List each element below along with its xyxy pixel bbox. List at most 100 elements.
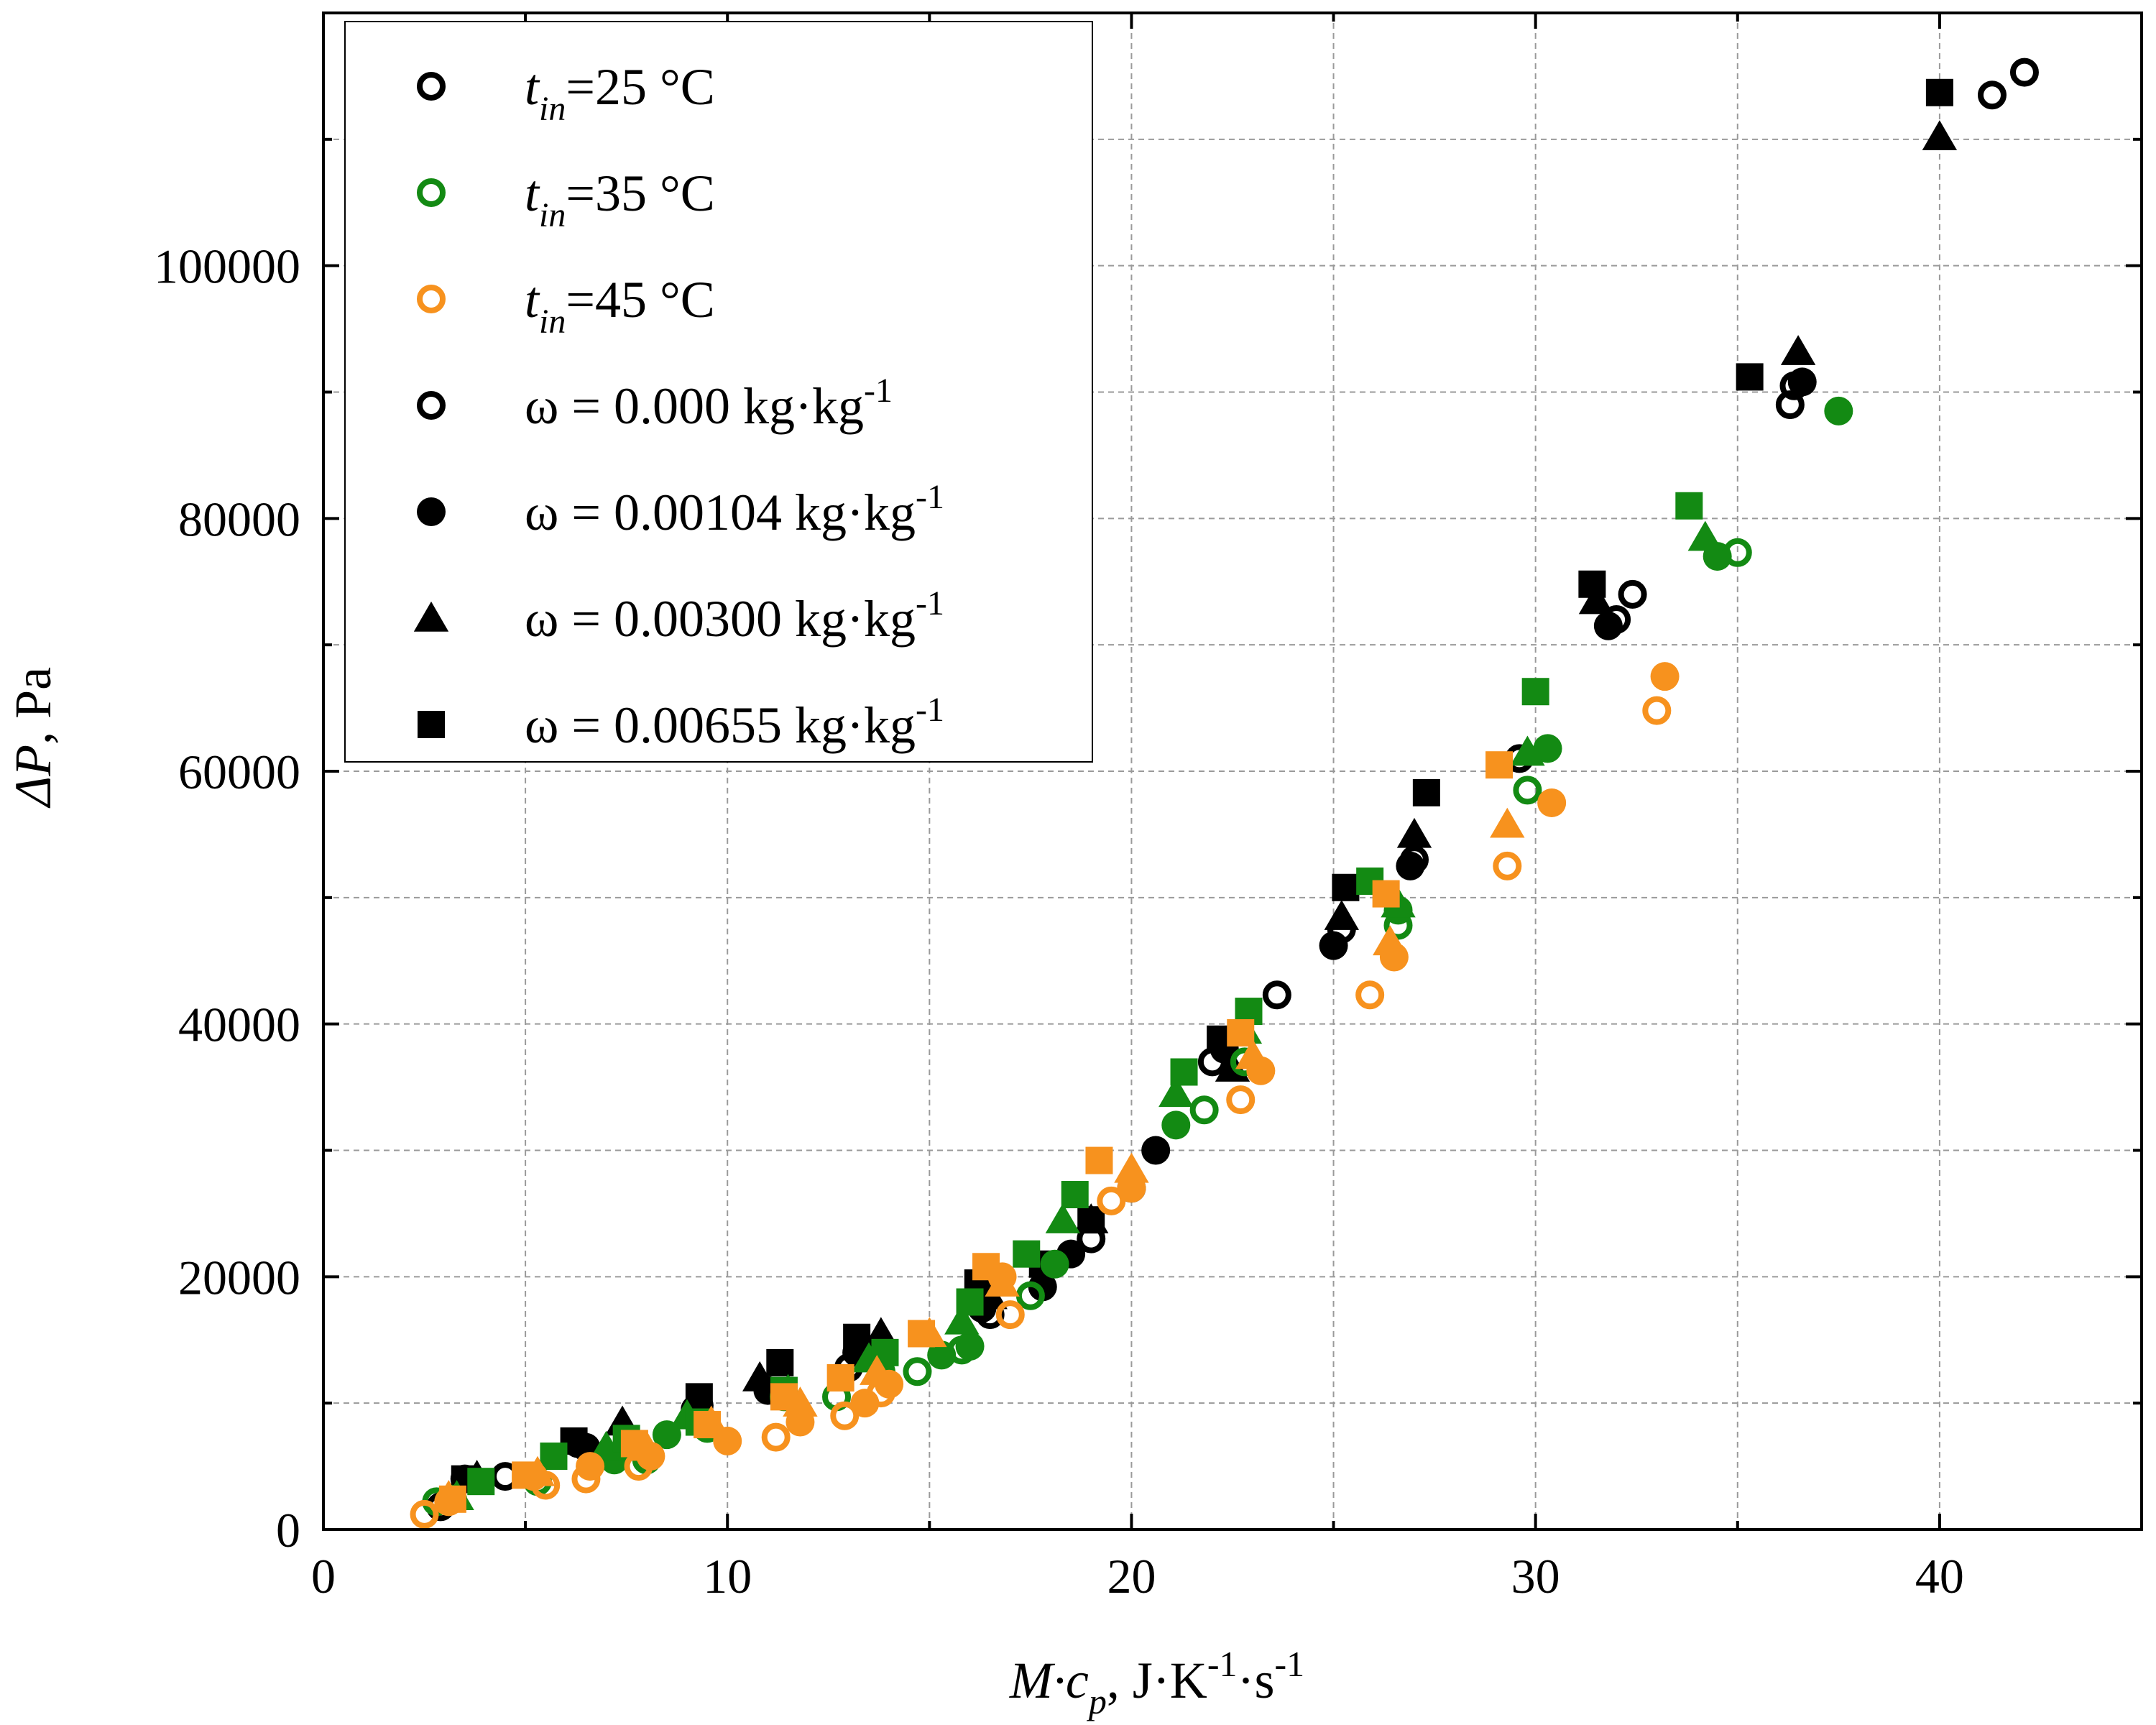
- x-axis-title-sup1: -1: [1207, 1644, 1238, 1684]
- data-point: [826, 1364, 854, 1392]
- data-point: [955, 1332, 985, 1361]
- data-point: [1227, 1018, 1255, 1046]
- data-point: [1396, 817, 1432, 848]
- data-point: [1161, 1110, 1191, 1140]
- data-point: [1510, 735, 1545, 766]
- data-point: [1189, 1095, 1219, 1125]
- data-point: [438, 1485, 466, 1513]
- data-point: [512, 1461, 540, 1489]
- y-axis-title-main: ΔP: [4, 745, 62, 809]
- data-point: [995, 1300, 1025, 1330]
- data-point: [467, 1468, 495, 1496]
- data-point: [1736, 363, 1764, 391]
- legend-marker: [417, 391, 446, 420]
- data-point: [1775, 390, 1805, 420]
- data-point: [1097, 1186, 1126, 1215]
- data-point: [2009, 58, 2039, 87]
- data-point: [1114, 1152, 1149, 1183]
- axis-ticks: 0 10 20 30 40 0 20000 40000 60000 80000 100000: [154, 12, 2143, 1604]
- y-tick-label: 0: [276, 1503, 300, 1558]
- data-point: [1578, 570, 1606, 598]
- data-point: [1485, 751, 1514, 779]
- y-tick-label: 20000: [178, 1250, 300, 1305]
- data-point: [576, 1452, 605, 1481]
- data-point: [903, 1357, 932, 1386]
- x-tick-label: 20: [1107, 1549, 1156, 1604]
- legend-label-t25: tin=25 °C: [525, 58, 715, 128]
- legend-label-w00104: ω = 0.00104 kg·kg-1: [525, 478, 944, 541]
- data-point: [1687, 520, 1723, 551]
- legend-marker: [417, 497, 446, 526]
- x-axis-title-sub: p: [1087, 1681, 1107, 1721]
- data-point: [1045, 1203, 1081, 1233]
- data-point: [761, 1422, 791, 1452]
- data-point: [1533, 734, 1562, 763]
- data-point: [1085, 1146, 1113, 1174]
- data-point: [1578, 584, 1614, 615]
- x-axis-title: M·cp, J·K-1·s-1: [1009, 1644, 1304, 1721]
- data-point: [972, 1253, 1000, 1281]
- legend-label-t45: tin=45 °C: [525, 271, 715, 341]
- x-tick-label: 0: [311, 1549, 336, 1604]
- data-point: [1675, 492, 1703, 520]
- legend-marker: [417, 72, 446, 101]
- data-point: [1372, 880, 1400, 908]
- data-point: [1170, 1058, 1198, 1086]
- x-tick-label: 30: [1511, 1549, 1560, 1604]
- legend-marker: [418, 711, 445, 738]
- x-tick-label: 40: [1915, 1549, 1964, 1604]
- y-tick-label: 60000: [178, 745, 300, 799]
- data-point: [850, 1389, 880, 1418]
- data-point: [1780, 335, 1816, 365]
- data-point: [843, 1323, 871, 1351]
- data-point: [540, 1443, 568, 1471]
- legend-marker: [413, 601, 449, 632]
- y-tick-label: 40000: [178, 998, 300, 1052]
- data-point: [589, 1430, 624, 1461]
- data-point: [927, 1340, 957, 1370]
- legend-box: [344, 21, 1093, 763]
- data-point: [770, 1383, 798, 1411]
- data-point: [956, 1288, 984, 1316]
- y-axis-title: ΔP, Pa: [4, 667, 62, 809]
- data-point: [1013, 1240, 1041, 1268]
- data-point: [1077, 1206, 1105, 1234]
- data-point: [1235, 1039, 1271, 1070]
- data-point: [1040, 1249, 1069, 1279]
- x-axis-title-rest2: ·s: [1237, 1652, 1274, 1709]
- legend: tin=25 °C tin=35 °C tin=45 °C ω = 0.000 …: [344, 21, 1093, 763]
- y-tick-label: 80000: [178, 492, 300, 546]
- data-point: [1925, 78, 1953, 106]
- data-point: [1824, 396, 1853, 426]
- data-point: [1521, 678, 1549, 706]
- legend-label-w00655: ω = 0.00655 kg·kg-1: [525, 691, 944, 754]
- data-point: [742, 1361, 778, 1392]
- data-point: [1324, 900, 1359, 930]
- data-point: [908, 1320, 936, 1348]
- data-point: [1028, 1272, 1057, 1302]
- data-point: [1537, 788, 1567, 817]
- data-point: [944, 1304, 980, 1335]
- data-point: [1650, 662, 1680, 691]
- data-point: [1262, 980, 1291, 1010]
- data-point: [1141, 1136, 1171, 1165]
- x-tick-label: 10: [703, 1549, 752, 1604]
- x-axis-title-sup2: -1: [1274, 1644, 1304, 1684]
- data-point: [1922, 120, 1958, 151]
- data-point: [1977, 80, 2007, 110]
- data-point: [620, 1430, 648, 1458]
- x-axis-title-rest: , J·K: [1107, 1652, 1207, 1709]
- data-point: [1396, 851, 1425, 880]
- data-point: [1787, 367, 1817, 397]
- data-point: [694, 1411, 722, 1439]
- data-point: [1319, 931, 1348, 960]
- data-point: [1490, 807, 1525, 838]
- y-tick-label: 100000: [154, 239, 300, 294]
- data-point: [1513, 776, 1542, 805]
- data-point: [1355, 980, 1385, 1010]
- data-point: [1593, 611, 1623, 640]
- legend-label-t35: tin=35 °C: [525, 165, 715, 234]
- data-point: [1226, 1085, 1256, 1115]
- data-point: [1493, 851, 1522, 880]
- data-point: [830, 1401, 860, 1430]
